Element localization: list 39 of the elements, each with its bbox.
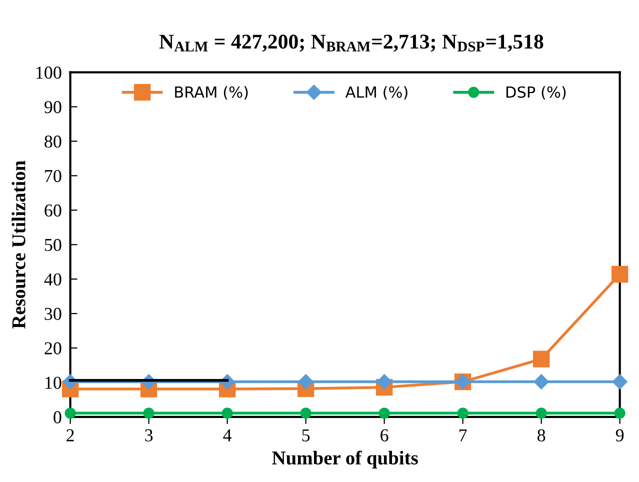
x-tick-label: 5 [302,429,310,442]
point [222,408,233,419]
x-tick-label: 7 [459,429,467,442]
point [378,408,390,419]
y-tick-label: 50 [44,238,62,252]
y-tick-label: 20 [44,342,62,354]
point [611,266,628,283]
point [614,408,626,419]
y-tick-label: 100 [36,66,62,79]
x-tick-label: 8 [538,429,546,442]
point [300,408,312,419]
x-axis-title: Number of qubits [272,450,418,468]
chart-title: N$_{ALM}$ = 427,200; N$_{BRAM}$=2,713; N$_{DSP}$=1,518 [159,34,544,52]
legend-label: DSP (%) [506,86,566,100]
point [612,374,628,390]
point [143,408,154,419]
y-tick-label: 90 [44,101,62,114]
y-tick-label: 0 [54,411,62,424]
y-tick-label: 70 [45,170,62,182]
point [532,350,550,368]
y-axis-title: Resource Utilization [12,160,26,329]
x-tick-label: 3 [145,429,153,442]
point [64,408,76,419]
point [457,408,468,419]
y-tick-label: 60 [44,204,62,217]
point [376,374,392,390]
y-tick-label: 10 [45,376,62,389]
point [298,374,314,390]
y-tick-label: 30 [44,308,62,320]
legend-label: BRAM (%) [175,86,248,100]
legend-label: ALM (%) [345,86,408,100]
x-tick-label: 9 [616,429,624,442]
point [536,408,547,419]
x-tick-label: 6 [380,429,388,442]
y-tick-label: 80 [44,135,62,148]
point [534,374,549,390]
x-tick-label: 2 [66,429,74,442]
x-tick-label: 4 [223,429,232,442]
y-tick-label: 40 [44,273,62,286]
